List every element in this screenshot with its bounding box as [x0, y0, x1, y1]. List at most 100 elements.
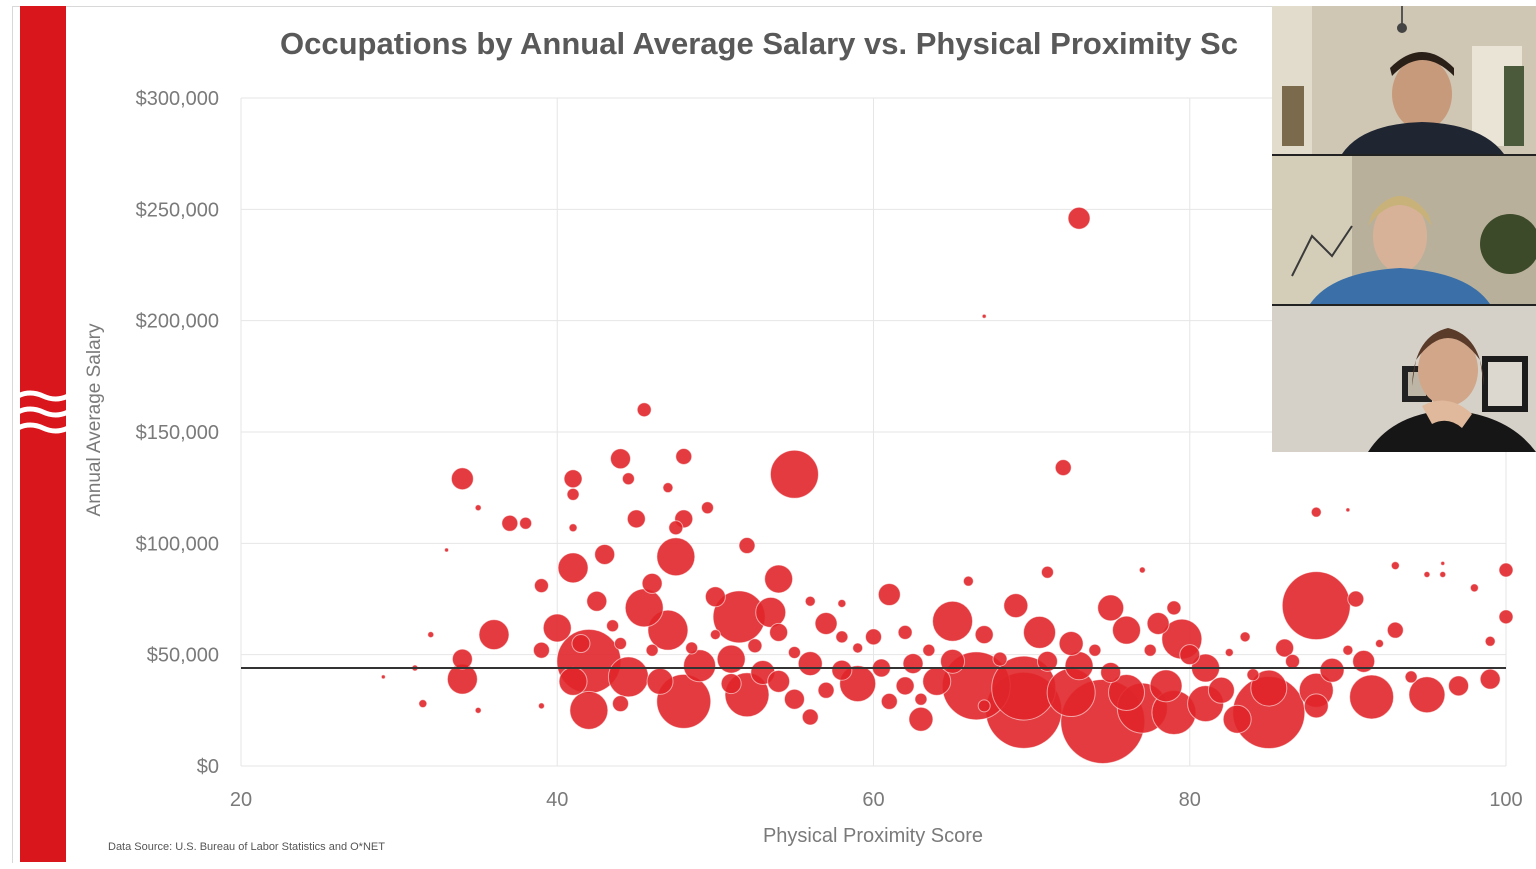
data-bubble	[1179, 644, 1201, 666]
data-bubble	[532, 641, 550, 659]
video-call-panel	[1272, 6, 1536, 452]
data-bubble	[1319, 657, 1345, 683]
y-tick-label: $200,000	[136, 311, 219, 333]
data-bubble	[1375, 639, 1384, 649]
participant-2-video[interactable]	[1272, 156, 1536, 304]
y-tick-label: $0	[197, 756, 219, 778]
data-bubble	[1222, 704, 1252, 734]
data-bubble	[992, 651, 1008, 667]
data-bubble	[1040, 565, 1054, 579]
data-bubble	[1349, 674, 1395, 720]
data-bubble	[1058, 631, 1084, 657]
data-bubble	[1275, 638, 1295, 658]
data-bubble	[835, 630, 849, 644]
data-bubble	[895, 676, 915, 696]
data-bubble	[981, 313, 987, 319]
data-bubble	[914, 692, 928, 706]
data-bubble	[797, 651, 823, 677]
data-bubble	[1149, 669, 1183, 703]
data-bubble	[1342, 644, 1354, 656]
data-bubble	[747, 638, 763, 654]
data-bubble	[478, 619, 510, 651]
data-bubble	[720, 673, 742, 695]
data-bubble	[474, 706, 482, 714]
data-bubble	[764, 564, 794, 594]
data-bubble	[474, 504, 482, 512]
data-bubble	[1439, 571, 1447, 579]
data-bubble	[787, 645, 801, 659]
data-bubble	[569, 690, 609, 730]
data-bubble	[977, 699, 991, 713]
data-bubble	[1143, 643, 1157, 657]
data-bubble	[558, 666, 588, 696]
data-bubble	[586, 590, 608, 612]
data-bubble	[607, 656, 649, 698]
data-bubble	[880, 692, 898, 710]
data-bubble	[668, 520, 684, 536]
data-bubble	[606, 619, 620, 633]
data-bubble	[1352, 649, 1376, 673]
data-bubble	[610, 448, 631, 470]
data-bubble	[1003, 593, 1029, 619]
data-bubble	[451, 648, 473, 670]
data-bubble	[1484, 635, 1496, 647]
participant-1-video[interactable]	[1272, 6, 1536, 154]
data-bubble	[621, 472, 635, 486]
data-bubble	[1390, 561, 1400, 571]
data-bubble	[1408, 676, 1446, 714]
data-bubble	[444, 547, 450, 553]
data-bubble	[533, 578, 549, 594]
data-bubble	[1166, 600, 1182, 616]
data-bubble	[568, 523, 578, 533]
data-bubble	[1023, 615, 1057, 649]
data-bubble	[908, 706, 934, 732]
data-bubble	[427, 631, 435, 639]
chart-title: Occupations by Annual Average Salary vs.…	[280, 26, 1238, 61]
data-bubble	[685, 641, 699, 655]
data-bubble	[814, 611, 838, 635]
data-bubble	[675, 447, 693, 465]
data-bubble	[450, 467, 474, 491]
x-tick-label: 20	[230, 789, 252, 811]
data-bubble	[563, 469, 583, 489]
data-bubble	[940, 648, 966, 674]
data-bubble	[738, 537, 756, 555]
data-bubble	[594, 543, 616, 565]
data-bubble	[566, 487, 580, 501]
data-bubble	[1036, 650, 1058, 672]
data-bubble	[1224, 647, 1234, 657]
data-bubble	[1404, 670, 1418, 684]
data-bubble	[1479, 668, 1501, 690]
x-tick-label: 60	[862, 789, 884, 811]
data-bubble	[1207, 676, 1235, 704]
data-bubble	[1250, 669, 1288, 707]
data-bubble	[769, 449, 819, 499]
data-bubble	[1347, 590, 1365, 608]
data-bubble	[542, 613, 572, 643]
data-bubble	[704, 586, 726, 608]
data-bubble	[557, 552, 589, 584]
data-bubble	[1100, 661, 1122, 683]
tick-labels: $0 $50,000 $100,000 $150,000 $200,000 $250,00…	[136, 88, 1523, 811]
data-bubble	[877, 583, 901, 607]
data-bubble	[1146, 611, 1170, 635]
y-tick-label: $50,000	[147, 645, 219, 667]
data-bubble	[1097, 594, 1125, 622]
data-bubble	[1112, 615, 1141, 645]
x-tick-label: 100	[1489, 789, 1522, 811]
data-bubble	[922, 643, 936, 657]
x-tick-label: 40	[546, 789, 568, 811]
data-bubble	[700, 501, 714, 515]
logo-waves-icon	[18, 390, 68, 434]
data-bubble	[902, 653, 924, 675]
data-bubble	[537, 702, 545, 710]
data-bubble	[767, 669, 791, 693]
participant-3-video[interactable]	[1272, 306, 1536, 452]
data-bubble	[624, 588, 664, 628]
data-bubble	[1281, 571, 1351, 641]
y-tick-label: $250,000	[136, 199, 219, 221]
y-axis-label: Annual Average Salary	[84, 323, 105, 516]
data-bubble	[709, 629, 721, 641]
data-bubble	[1469, 583, 1479, 593]
accent-bar	[20, 6, 66, 862]
